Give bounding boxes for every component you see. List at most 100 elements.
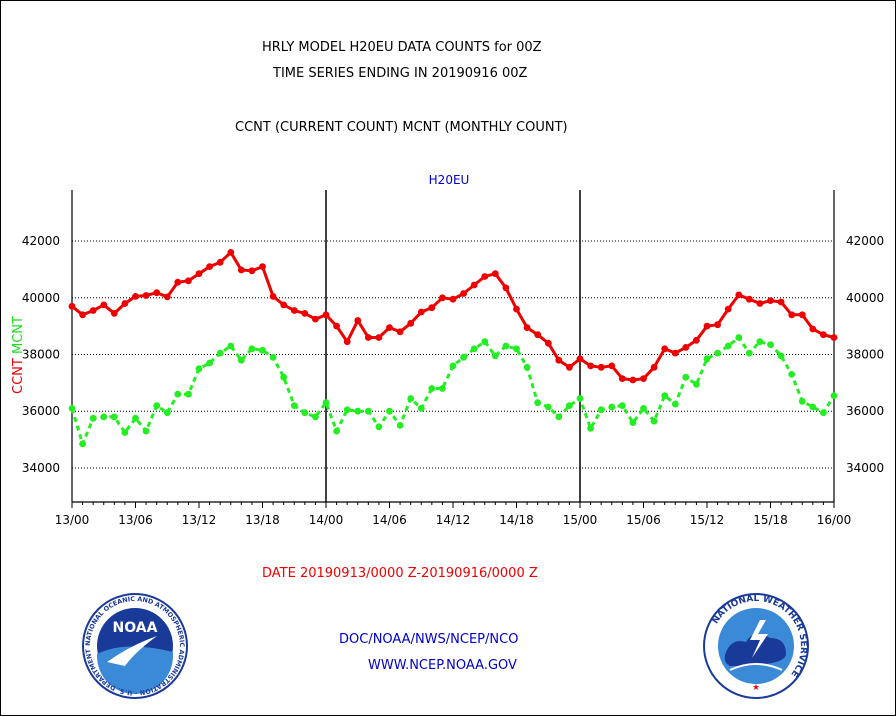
point-mcnt [693,380,700,388]
point-ccnt [417,308,425,316]
x-tick-label: 15/12 [690,513,725,527]
point-ccnt [248,267,256,275]
noaa-wordmark: NOAA [113,620,158,636]
point-mcnt [79,440,86,448]
point-mcnt [100,413,108,421]
point-ccnt [407,319,415,327]
title-line-2: TIME SERIES ENDING IN 20190916 00Z [273,66,528,81]
date-range: DATE 20190913/0000 Z-20190916/0000 Z [262,566,538,581]
point-mcnt [555,413,563,421]
point-mcnt [491,352,499,360]
point-ccnt [185,277,192,285]
point-ccnt [523,324,531,331]
point-mcnt [259,346,266,354]
x-tick-label: 14/06 [372,513,407,527]
point-ccnt [534,331,542,339]
point-mcnt [460,353,467,361]
point-ccnt [312,315,319,323]
point-ccnt [745,295,753,303]
point-ccnt [820,331,827,339]
point-mcnt [788,371,796,378]
point-mcnt [322,399,330,407]
url-link[interactable]: WWW.NCEP.NOAA.GOV [368,658,517,673]
point-mcnt [417,405,425,412]
point-ccnt [100,301,108,309]
point-ccnt [640,375,647,382]
point-mcnt [502,342,510,350]
point-ccnt [343,338,351,346]
point-mcnt [227,342,235,350]
point-mcnt [566,402,573,409]
y-tick-label-left: 40000 [22,291,60,305]
point-ccnt [566,363,573,371]
point-mcnt [290,402,298,409]
point-mcnt [523,363,531,371]
point-mcnt [534,399,542,407]
point-ccnt [354,317,362,324]
point-ccnt [777,298,785,306]
point-mcnt [714,349,721,357]
point-mcnt [301,409,309,417]
point-ccnt [386,324,393,331]
point-mcnt [449,362,457,370]
point-mcnt [354,407,362,415]
point-ccnt [110,310,118,317]
point-ccnt [788,311,796,319]
point-ccnt [364,334,372,341]
point-ccnt [470,281,478,289]
point-mcnt [777,352,785,360]
point-ccnt [502,284,510,292]
chart-title: H20EU [429,173,470,187]
point-ccnt [618,375,626,382]
point-ccnt [629,376,637,384]
svg-text:CCNT MCNT: CCNT MCNT [11,316,26,394]
point-ccnt [195,270,203,278]
point-ccnt [544,339,552,347]
x-tick-label: 15/18 [753,513,788,527]
point-mcnt [89,414,97,422]
point-ccnt [396,328,404,336]
point-ccnt [682,344,690,351]
point-mcnt [68,405,76,412]
point-mcnt [439,385,446,392]
y-tick-label-left: 36000 [22,404,60,418]
point-ccnt [237,266,245,274]
y-tick-label-right: 42000 [846,234,884,248]
point-ccnt [724,305,732,313]
x-tick-label: 13/00 [55,513,90,527]
x-tick-label: 15/00 [563,513,598,527]
point-ccnt [259,263,266,270]
point-ccnt [597,363,605,371]
point-ccnt [142,292,150,299]
point-mcnt [745,349,753,357]
point-ccnt [68,302,76,310]
point-mcnt [756,338,764,346]
point-mcnt [216,349,224,357]
point-mcnt [618,402,626,409]
point-ccnt [269,293,277,300]
point-ccnt [216,258,224,266]
x-tick-label: 14/00 [309,513,344,527]
point-ccnt [481,273,489,280]
point-ccnt [555,356,563,364]
point-mcnt [153,402,161,409]
point-ccnt [428,304,436,312]
x-tick-label: 16/00 [817,513,852,527]
point-ccnt [301,310,309,317]
point-mcnt [481,338,489,346]
point-mcnt [237,356,245,364]
point-mcnt [121,429,129,436]
point-ccnt [375,334,383,341]
point-ccnt [280,301,288,309]
point-mcnt [682,373,690,381]
point-mcnt [312,413,319,421]
point-mcnt [386,407,393,415]
point-mcnt [544,403,552,411]
point-mcnt [343,406,351,414]
point-ccnt [513,305,520,313]
x-tick-label: 15/06 [626,513,661,527]
y-label-ccnt: CCNT [11,358,26,394]
point-ccnt [809,325,817,333]
y-axis-label: CCNT MCNT [11,316,26,394]
